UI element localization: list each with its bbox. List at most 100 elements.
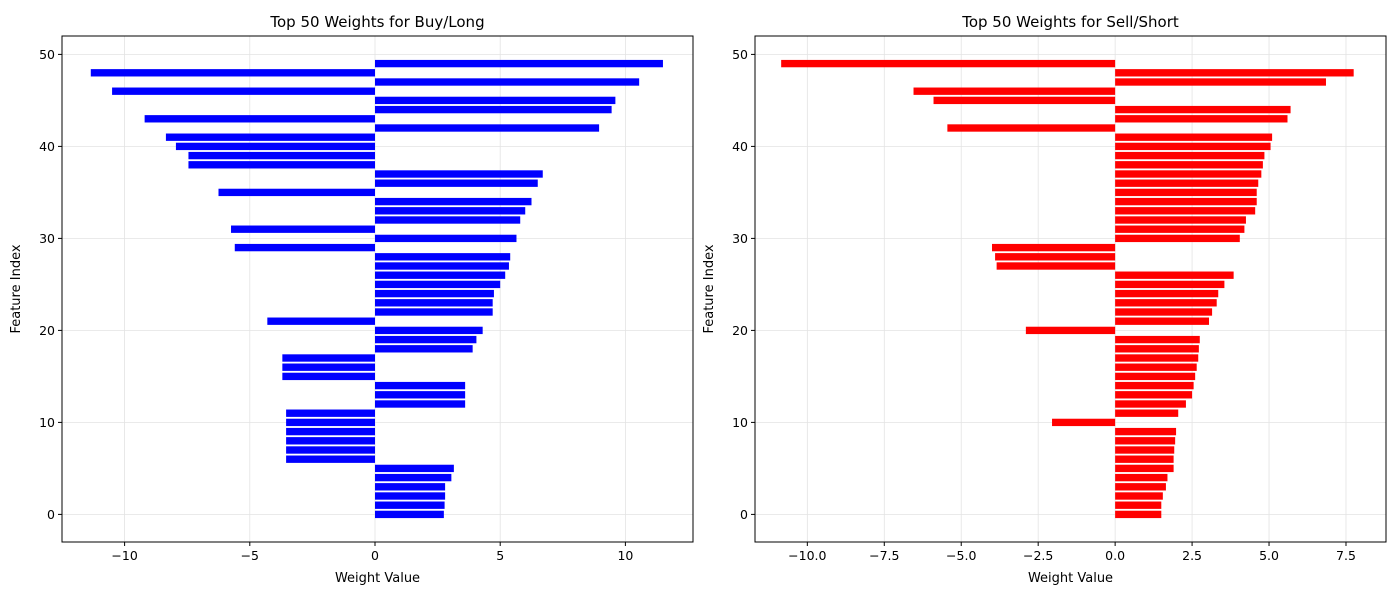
bar (1115, 151, 1265, 160)
bar (947, 124, 1116, 132)
bar (1115, 78, 1326, 86)
bar (374, 197, 532, 206)
y-tick-label: 30 (39, 231, 55, 246)
bar (1025, 326, 1116, 335)
bar (286, 437, 375, 445)
bar (1115, 207, 1256, 215)
bar (175, 142, 375, 151)
y-tick-label: 30 (732, 231, 748, 246)
bar (992, 243, 1116, 252)
bar (1115, 400, 1186, 408)
bar (374, 400, 466, 408)
y-tick-label: 20 (39, 323, 55, 338)
bar (374, 464, 454, 473)
bar (1115, 446, 1175, 454)
x-tick-label: −2.5 (1023, 548, 1053, 563)
bar (218, 188, 375, 197)
bar (90, 69, 375, 77)
bar (374, 483, 446, 491)
x-tick-label: 0.0 (1105, 548, 1125, 563)
y-tick-label: 40 (39, 139, 55, 154)
bar (374, 326, 483, 335)
y-axis-label: Feature Index (702, 244, 717, 333)
bar (286, 446, 375, 454)
x-tick-label: 2.5 (1182, 548, 1202, 563)
bar (1115, 363, 1197, 371)
bar (1115, 483, 1166, 491)
chart-title: Top 50 Weights for Sell/Short (961, 13, 1179, 31)
bar (374, 501, 445, 509)
x-tick-label: 5 (496, 548, 504, 563)
bar (1115, 391, 1193, 399)
bar (1115, 179, 1259, 187)
y-tick-label: 20 (732, 323, 748, 338)
bar (282, 354, 375, 362)
bar (1115, 69, 1354, 77)
y-tick-label: 0 (47, 507, 55, 522)
bar (374, 216, 521, 224)
bar (1115, 170, 1262, 178)
bar (1115, 455, 1174, 463)
chart-sell-short: −10.0 −7.5 −5.0 −2.5 0.0 2.5 5.0 7.5 0 10 20 30 40 50… (702, 13, 1387, 586)
bar (1052, 418, 1116, 427)
bar (374, 207, 526, 215)
bar (781, 59, 1116, 68)
x-axis-label: Weight Value (335, 571, 420, 586)
y-tick-label: 10 (732, 415, 748, 430)
x-tick-label: −10 (111, 548, 137, 563)
bar (1115, 308, 1213, 316)
chart-buy-long: −10 −5 0 5 10 0 10 20 30 40 50 Top 50 Weights for B… (9, 13, 694, 586)
bar (374, 345, 473, 353)
x-tick-label: −5 (241, 548, 259, 563)
bar (374, 179, 538, 187)
y-tick-label: 10 (39, 415, 55, 430)
bar (996, 262, 1116, 270)
axes-frame (61, 35, 694, 543)
bar (1115, 271, 1234, 279)
bar (1115, 142, 1271, 151)
bar (1115, 427, 1177, 436)
bar (913, 87, 1116, 95)
bar (1115, 372, 1196, 381)
bar (286, 427, 375, 436)
bar (234, 243, 375, 252)
x-axis-label: Weight Value (1028, 571, 1113, 586)
bar (165, 133, 375, 141)
x-tick-label: 7.5 (1336, 548, 1356, 563)
bar (374, 253, 511, 261)
bar (1115, 161, 1263, 169)
bar (286, 409, 375, 417)
bar (374, 492, 446, 500)
bar (1115, 105, 1291, 114)
bar (1115, 354, 1199, 362)
x-tick-label: 10 (617, 548, 633, 563)
bar (374, 96, 616, 105)
bar (374, 170, 543, 178)
bar (1115, 437, 1176, 445)
bar (374, 391, 466, 399)
bar (1115, 197, 1257, 206)
bar (286, 418, 375, 427)
y-tick-label: 50 (39, 47, 55, 62)
bar (267, 317, 375, 325)
bar (374, 234, 517, 243)
bar (374, 280, 501, 289)
x-tick-label: 0 (371, 548, 379, 563)
bar (374, 271, 506, 279)
bar (1115, 234, 1240, 243)
bar (1115, 335, 1200, 344)
bar (374, 381, 466, 390)
bar (1115, 501, 1162, 509)
bar (1115, 115, 1288, 123)
bar (188, 161, 375, 169)
bar (1115, 225, 1245, 233)
chart-title: Top 50 Weights for Buy/Long (269, 13, 484, 31)
bar (188, 151, 375, 160)
bar (1115, 510, 1162, 519)
bar (374, 59, 663, 68)
bar (374, 262, 509, 270)
bar (1115, 289, 1219, 298)
bar (374, 473, 452, 482)
bar (282, 372, 375, 381)
